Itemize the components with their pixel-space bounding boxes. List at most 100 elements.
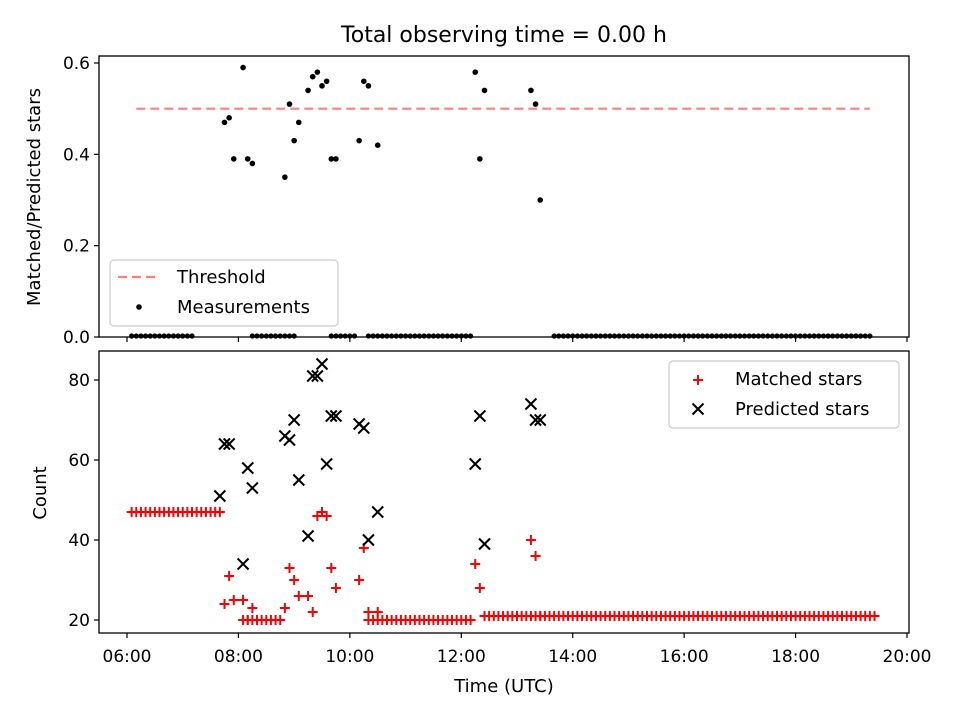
measurement-point-zero [268, 333, 274, 339]
measurement-point [230, 156, 237, 162]
matched-star-baseline [275, 615, 286, 625]
predicted-star-point-b [315, 357, 329, 371]
measurement-point-zero [635, 333, 641, 339]
matched-star-point [228, 595, 239, 605]
measurement-point [309, 73, 316, 80]
predicted-star-point-b [329, 409, 343, 423]
predicted-star-point-b [301, 529, 315, 543]
measurement-point [244, 156, 251, 162]
measurement-point-zero [792, 333, 799, 339]
measurement-point-zero [184, 333, 190, 339]
measurement-point-zero [351, 333, 358, 339]
measurement-point-zero [421, 333, 427, 339]
legend-predicted-swatch-b [691, 402, 705, 416]
matched-star-point [470, 559, 481, 569]
measurement-point-zero [783, 333, 789, 339]
predicted-star-point [371, 505, 384, 519]
measurement-point-zero [393, 333, 399, 339]
predicted-star-point-b [218, 437, 231, 451]
measurement-point-zero [384, 333, 390, 339]
bottom-y-tick-label: 40 [68, 531, 90, 551]
measurement-point-zero [138, 333, 144, 339]
measurement-point-zero [602, 333, 608, 339]
predicted-star-point-b [325, 409, 338, 423]
measurement-point-zero [449, 333, 455, 339]
measurement-point-zero [156, 333, 163, 339]
measurement-point-zero [570, 333, 576, 339]
legend-matched-swatch [693, 375, 703, 385]
measurement-point-zero [616, 333, 622, 339]
measurement-point [477, 156, 483, 162]
predicted-star-point [236, 557, 250, 571]
measurement-point-zero [556, 333, 562, 339]
predicted-star-point-b [306, 369, 319, 383]
measurement-point-zero [723, 333, 729, 339]
matched-star-point [535, 611, 546, 621]
predicted-star-point-b [473, 409, 487, 423]
measurement-point-zero [467, 333, 474, 339]
matched-star-point [279, 603, 290, 613]
measurement-point-zero [263, 333, 269, 339]
matched-star-baseline [465, 615, 476, 625]
measurement-point-zero [714, 333, 720, 339]
measurement-point [323, 78, 330, 85]
bottom-axes-frame [98, 350, 910, 634]
measurement-point-zero [189, 333, 195, 339]
measurement-point-zero [621, 333, 627, 339]
measurement-point-zero [584, 333, 590, 339]
x-tick-label: 12:00 [437, 647, 486, 667]
predicted-star-point-b [529, 413, 542, 427]
legend-predicted-swatch [691, 402, 705, 416]
bottom-y-tick-label: 80 [68, 371, 90, 391]
measurement-point-zero [254, 333, 260, 339]
bottom-panel: 06:00 08:00 10:00 12:00 14:00 16:00 18:00 20:00… [30, 350, 932, 697]
measurement-point-zero [458, 333, 464, 339]
measurement-point [314, 69, 321, 75]
measurement-point-zero [161, 333, 167, 339]
measurement-point-zero [830, 333, 836, 339]
measurement-point-zero [180, 333, 186, 339]
measurement-point-zero [152, 333, 158, 339]
measurement-point-zero [426, 333, 432, 339]
measurement-point-zero [737, 333, 743, 339]
predicted-star-point [306, 369, 319, 383]
measurement-point-zero [579, 333, 585, 339]
measurement-point-zero [681, 333, 687, 339]
predicted-star-point-b [246, 481, 259, 495]
predicted-star-point [283, 433, 296, 447]
measurement-point-zero [444, 333, 450, 339]
legend-measurements-label: Measurements [177, 297, 310, 318]
measurement-point-zero [560, 333, 567, 339]
measurement-point-zero [760, 333, 766, 339]
measurement-point-zero [653, 333, 659, 339]
predicted-star-point [320, 457, 333, 471]
measurement-point-zero [430, 333, 437, 339]
measurement-point [481, 87, 488, 94]
measurement-point-zero [751, 333, 757, 339]
measurement-point-zero [133, 333, 139, 339]
measurement-point-zero [769, 333, 775, 339]
measurement-point [305, 87, 311, 94]
measurement-point [226, 115, 232, 121]
matched-star-point [326, 563, 337, 573]
measurement-point-zero [291, 333, 297, 339]
measurement-point [240, 64, 246, 71]
measurement-point-zero [463, 333, 469, 339]
predicted-star-point [287, 413, 301, 427]
measurement-point-zero [416, 333, 423, 339]
predicted-star-point-b [478, 537, 491, 551]
measurement-point [360, 78, 367, 85]
measurement-point-zero [282, 333, 288, 339]
measurement-point-zero [147, 333, 153, 339]
measurement-point-zero [844, 333, 850, 339]
measurement-point-zero [746, 333, 752, 339]
matched-star-point [284, 563, 295, 573]
measurement-point [537, 197, 544, 203]
measurement-point [532, 101, 539, 107]
matched-star-point [530, 551, 541, 561]
measurement-point-zero [347, 333, 353, 339]
measurement-point [295, 119, 302, 126]
measurement-point-zero [853, 333, 859, 339]
legend-predicted-label: Predicted stars [735, 399, 869, 420]
bottom-y-tick-label: 60 [68, 451, 90, 471]
